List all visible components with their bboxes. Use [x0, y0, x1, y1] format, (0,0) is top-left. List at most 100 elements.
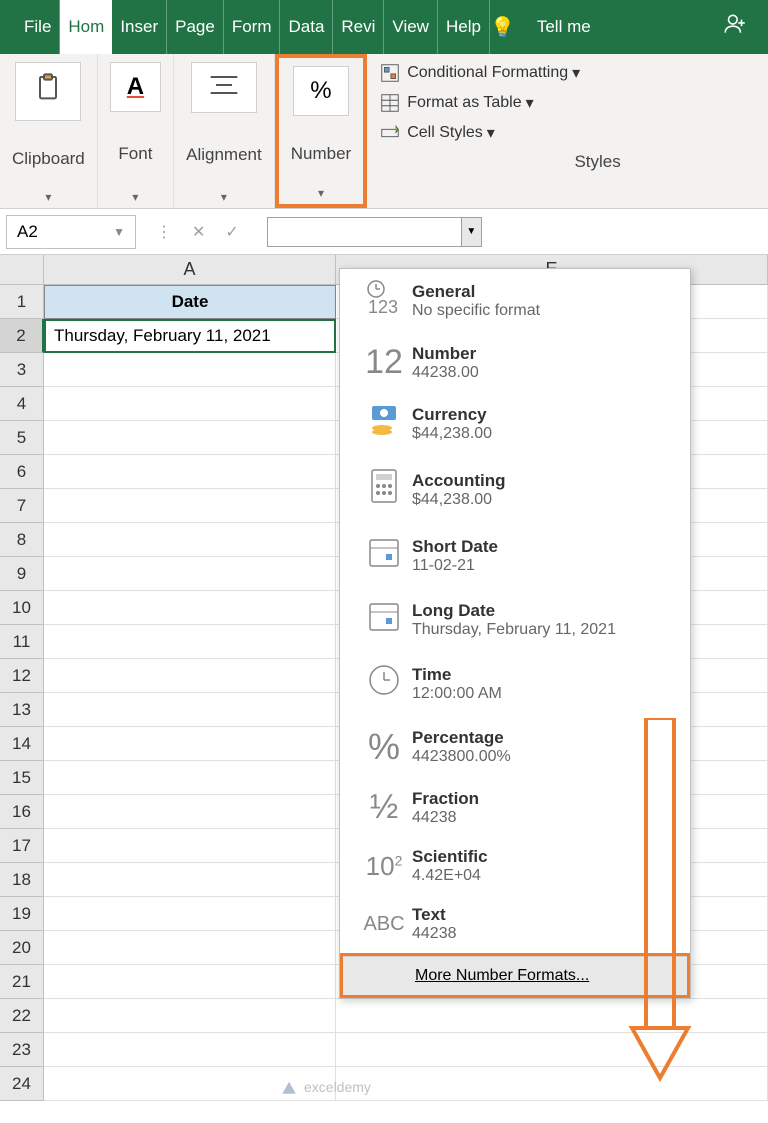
cell[interactable]	[44, 387, 336, 421]
cell[interactable]	[44, 795, 336, 829]
cell[interactable]	[44, 591, 336, 625]
row-header[interactable]: 13	[0, 693, 44, 727]
cell[interactable]	[44, 421, 336, 455]
fraction-icon: ½	[356, 788, 412, 827]
cell[interactable]	[44, 455, 336, 489]
cell[interactable]	[44, 557, 336, 591]
format-long-date[interactable]: Long DateThursday, February 11, 2021	[340, 588, 690, 652]
check-icon[interactable]: ✓	[225, 222, 238, 242]
cell[interactable]	[336, 1033, 768, 1067]
format-short-date[interactable]: Short Date11-02-21	[340, 524, 690, 588]
row-header[interactable]: 3	[0, 353, 44, 387]
format-as-table[interactable]: Format as Table ▾	[379, 92, 756, 114]
long-date-icon	[356, 598, 412, 642]
row-header[interactable]: 18	[0, 863, 44, 897]
cell[interactable]	[44, 965, 336, 999]
clipboard-group[interactable]: Clipboard ▾	[0, 54, 98, 208]
tab-insert[interactable]: Inser	[112, 0, 167, 54]
lightbulb-icon: 💡	[490, 15, 515, 40]
user-icon[interactable]	[722, 11, 748, 44]
name-box[interactable]: A2 ▼	[6, 215, 136, 249]
cancel-icon[interactable]: ✕	[192, 222, 205, 242]
row-header[interactable]: 1	[0, 285, 44, 319]
cell[interactable]	[44, 659, 336, 693]
tab-home[interactable]: Hom	[60, 0, 112, 54]
tab-page[interactable]: Page	[167, 0, 224, 54]
row-header[interactable]: 19	[0, 897, 44, 931]
cell-a1[interactable]: Date	[44, 285, 336, 319]
format-time[interactable]: Time12:00:00 AM	[340, 652, 690, 716]
alignment-group[interactable]: Alignment ▾	[174, 54, 275, 208]
tab-review[interactable]: Revi	[333, 0, 384, 54]
cell[interactable]	[44, 829, 336, 863]
ribbon-tabs: File Hom Inser Page Form Data Revi View …	[0, 0, 768, 54]
cell[interactable]	[44, 625, 336, 659]
cell[interactable]	[44, 863, 336, 897]
col-header-a[interactable]: A	[44, 255, 336, 285]
format-general[interactable]: 123 GeneralNo specific format	[340, 269, 690, 333]
format-currency[interactable]: Currency$44,238.00	[340, 392, 690, 456]
row-header[interactable]: 16	[0, 795, 44, 829]
vertical-dots-icon: ⋮	[156, 222, 172, 242]
row-header[interactable]: 9	[0, 557, 44, 591]
select-all-corner[interactable]	[0, 255, 44, 285]
row-header[interactable]: 21	[0, 965, 44, 999]
row-header[interactable]: 23	[0, 1033, 44, 1067]
accounting-icon	[356, 466, 412, 514]
scientific-icon: 102	[356, 851, 412, 882]
row-header[interactable]: 12	[0, 659, 44, 693]
tab-formulas[interactable]: Form	[224, 0, 281, 54]
row-header[interactable]: 8	[0, 523, 44, 557]
number-group[interactable]: % Number ▾	[275, 54, 367, 208]
row-header[interactable]: 7	[0, 489, 44, 523]
percentage-icon: %	[356, 726, 412, 768]
number-icon: 12	[356, 343, 412, 382]
cell[interactable]	[44, 727, 336, 761]
formula-bar: A2 ▼ ⋮ ✕ ✓ ▼	[0, 209, 768, 255]
row-header[interactable]: 10	[0, 591, 44, 625]
row-header[interactable]: 14	[0, 727, 44, 761]
cell-styles[interactable]: Cell Styles ▾	[379, 122, 756, 144]
tab-data[interactable]: Data	[280, 0, 333, 54]
clipboard-label: Clipboard	[12, 149, 85, 169]
tab-view[interactable]: View	[384, 0, 438, 54]
cell[interactable]	[44, 523, 336, 557]
row-header[interactable]: 15	[0, 761, 44, 795]
chevron-down-icon: ▾	[318, 186, 324, 200]
cell[interactable]	[44, 353, 336, 387]
row-header[interactable]: 20	[0, 931, 44, 965]
chevron-down-icon[interactable]: ▼	[461, 218, 481, 246]
arrow-annotation	[624, 718, 696, 1084]
chevron-down-icon: ▾	[45, 190, 51, 204]
tab-help[interactable]: Help	[438, 0, 490, 54]
cell[interactable]	[336, 999, 768, 1033]
row-header[interactable]: 5	[0, 421, 44, 455]
tab-file[interactable]: File	[16, 0, 60, 54]
format-number[interactable]: 12 Number44238.00	[340, 333, 690, 392]
row-header[interactable]: 6	[0, 455, 44, 489]
row-header[interactable]: 4	[0, 387, 44, 421]
format-accounting[interactable]: Accounting $44,238.00	[340, 456, 690, 524]
watermark: exceldemy	[280, 1078, 371, 1096]
row-header[interactable]: 17	[0, 829, 44, 863]
alignment-label: Alignment	[186, 145, 262, 165]
row-header[interactable]: 2	[0, 319, 44, 353]
cell[interactable]	[44, 489, 336, 523]
format-dropdown[interactable]: ▼	[267, 217, 482, 247]
short-date-icon	[356, 534, 412, 578]
tab-tellme[interactable]: Tell me	[529, 0, 599, 54]
text-icon: ABC	[356, 913, 412, 936]
row-header[interactable]: 24	[0, 1067, 44, 1101]
row-header[interactable]: 11	[0, 625, 44, 659]
cell[interactable]	[336, 1067, 768, 1101]
cell-a2[interactable]: Thursday, February 11, 2021	[44, 319, 336, 353]
cell[interactable]	[44, 931, 336, 965]
cell[interactable]	[44, 693, 336, 727]
conditional-formatting[interactable]: Conditional Formatting ▾	[379, 62, 756, 84]
cell[interactable]	[44, 999, 336, 1033]
cell[interactable]	[44, 1033, 336, 1067]
cell[interactable]	[44, 761, 336, 795]
font-group[interactable]: A Font ▾	[98, 54, 174, 208]
cell[interactable]	[44, 897, 336, 931]
row-header[interactable]: 22	[0, 999, 44, 1033]
